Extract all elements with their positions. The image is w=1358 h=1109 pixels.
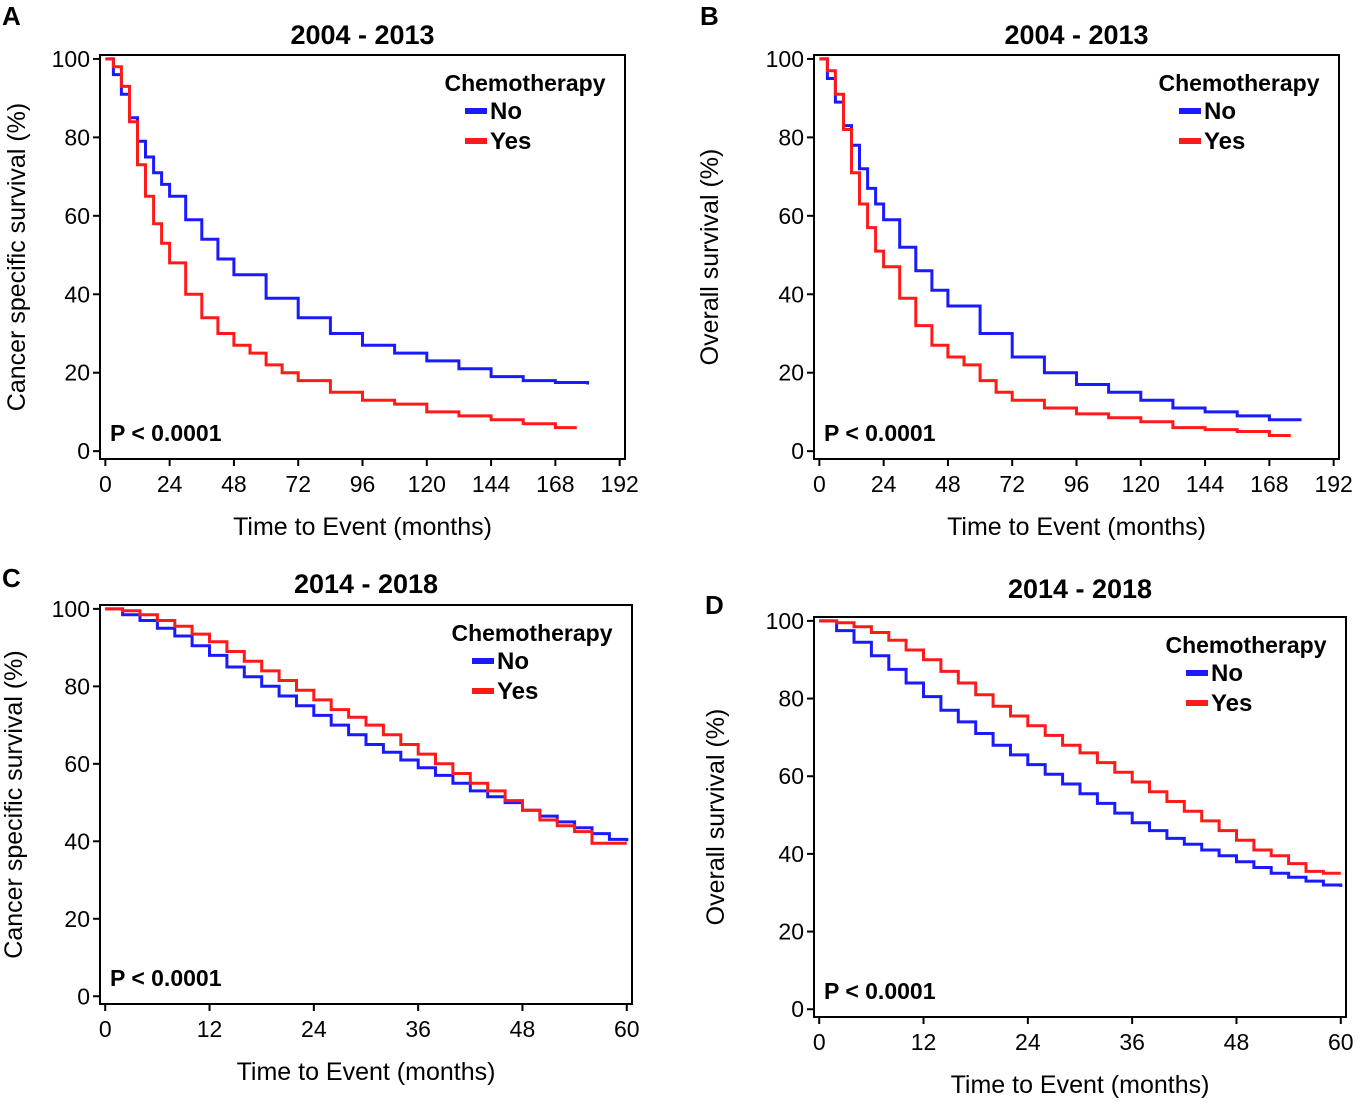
- panel-letter-d: D: [705, 590, 724, 620]
- legend-label-no: No: [490, 98, 522, 125]
- y-tick-label: 100: [52, 46, 90, 72]
- x-tick-label: 48: [221, 471, 247, 497]
- y-tick-label: 20: [64, 906, 90, 932]
- legend-title-d: Chemotherapy: [1165, 632, 1326, 658]
- legend-title-b: Chemotherapy: [1158, 70, 1319, 96]
- x-tick-label: 24: [157, 471, 183, 497]
- x-tick-label: 192: [600, 471, 638, 497]
- legend-label-yes: Yes: [497, 678, 538, 705]
- y-tick-label: 80: [778, 686, 804, 712]
- y-tick-label: 40: [778, 281, 804, 307]
- panel-b: B 2004 - 2013 0 24 48 72 96 120 144 168 192 0 20 40 60…: [696, 1, 1353, 541]
- x-tick-label: 24: [301, 1016, 327, 1042]
- x-axis-label-c: Time to Event (months): [237, 1058, 496, 1086]
- x-tick-label: 24: [871, 471, 897, 497]
- y-tick-label: 40: [64, 281, 90, 307]
- x-tick-label: 72: [285, 471, 311, 497]
- y-tick-label: 20: [778, 360, 804, 386]
- plot-frame-c: [99, 604, 633, 1005]
- x-axis-label-d: Time to Event (months): [951, 1071, 1210, 1099]
- series-line-yes-c: [105, 607, 627, 845]
- y-tick-label: 0: [77, 438, 90, 464]
- y-tick-label: 0: [791, 438, 804, 464]
- x-tick-label: 60: [1328, 1029, 1354, 1055]
- legend-label-yes: Yes: [1211, 690, 1252, 717]
- p-value-annotation-b: P < 0.0001: [824, 420, 936, 446]
- x-tick-label: 96: [1064, 471, 1090, 497]
- series-line-yes-b: [819, 57, 1291, 437]
- p-value-annotation-a: P < 0.0001: [110, 420, 222, 446]
- legend-label-yes: Yes: [1204, 128, 1245, 155]
- legend-label-yes: Yes: [490, 128, 531, 155]
- legend-label-no: No: [497, 648, 529, 675]
- x-tick-label: 60: [614, 1016, 640, 1042]
- x-tick-label: 168: [536, 471, 574, 497]
- x-tick-label: 120: [1122, 471, 1160, 497]
- x-tick-label: 72: [999, 471, 1025, 497]
- panel-d: D 2014 - 2018 0 12 24 36 48 60 0 20 40 60 80 100 Time …: [702, 574, 1354, 1099]
- y-tick-label: 20: [64, 360, 90, 386]
- x-tick-label: 48: [510, 1016, 536, 1042]
- y-tick-label: 80: [64, 673, 90, 699]
- x-tick-label: 24: [1015, 1029, 1041, 1055]
- series-line-no-d: [819, 619, 1343, 887]
- y-tick-label: 60: [64, 751, 90, 777]
- x-tick-label: 48: [1224, 1029, 1250, 1055]
- chart-title-b: 2004 - 2013: [1004, 20, 1148, 50]
- legend-title-c: Chemotherapy: [451, 620, 612, 646]
- chart-title-a: 2004 - 2013: [290, 20, 434, 50]
- panel-letter-c: C: [2, 563, 21, 593]
- chart-title-d: 2014 - 2018: [1008, 574, 1152, 604]
- x-tick-label: 144: [472, 471, 511, 497]
- y-axis-label-a: Cancer specific survival (%): [3, 103, 31, 411]
- y-tick-label: 60: [778, 203, 804, 229]
- x-tick-label: 0: [813, 471, 826, 497]
- legend-title-a: Chemotherapy: [444, 70, 605, 96]
- y-tick-label: 40: [778, 841, 804, 867]
- x-axis-label-b: Time to Event (months): [947, 513, 1206, 541]
- x-tick-label: 144: [1186, 471, 1225, 497]
- y-tick-label: 80: [778, 124, 804, 150]
- legend-label-no: No: [1211, 660, 1243, 687]
- y-axis-label-d: Overall survival (%): [702, 709, 730, 926]
- x-tick-label: 12: [197, 1016, 223, 1042]
- p-value-annotation-c: P < 0.0001: [110, 965, 222, 991]
- panel-a: A 2004 - 2013 0 24 48 72 96 120 144 168 192 0 20 40 60…: [2, 1, 639, 541]
- p-value-annotation-d: P < 0.0001: [824, 978, 936, 1004]
- x-tick-label: 0: [813, 1029, 826, 1055]
- panel-c: C 2014 - 2018 0 12 24 36 48 60 0 20 40 60 80 100 Time …: [0, 563, 640, 1086]
- y-tick-label: 60: [64, 203, 90, 229]
- y-axis-label-b: Overall survival (%): [696, 149, 724, 366]
- series-line-yes-d: [819, 619, 1341, 875]
- series-line-yes-a: [105, 57, 577, 430]
- panel-letter-b: B: [700, 1, 719, 31]
- y-tick-label: 100: [766, 608, 804, 634]
- x-tick-label: 36: [405, 1016, 431, 1042]
- x-tick-label: 168: [1250, 471, 1288, 497]
- y-tick-label: 0: [77, 983, 90, 1009]
- legend-label-no: No: [1204, 98, 1236, 125]
- y-tick-label: 20: [778, 919, 804, 945]
- y-tick-label: 40: [64, 828, 90, 854]
- plot-frame-b: [813, 54, 1340, 460]
- y-tick-label: 100: [52, 596, 90, 622]
- x-tick-label: 48: [935, 471, 961, 497]
- x-tick-label: 120: [408, 471, 446, 497]
- y-tick-label: 100: [766, 46, 804, 72]
- x-tick-label: 96: [350, 471, 376, 497]
- x-tick-label: 36: [1119, 1029, 1145, 1055]
- plot-frame-d: [813, 616, 1347, 1018]
- chart-title-c: 2014 - 2018: [294, 569, 438, 599]
- y-tick-label: 0: [791, 996, 804, 1022]
- y-tick-label: 80: [64, 124, 90, 150]
- x-axis-label-a: Time to Event (months): [233, 513, 492, 541]
- y-tick-label: 60: [778, 763, 804, 789]
- panel-letter-a: A: [2, 1, 21, 31]
- x-tick-label: 192: [1314, 471, 1352, 497]
- x-tick-label: 0: [99, 471, 112, 497]
- x-tick-label: 12: [911, 1029, 937, 1055]
- y-axis-label-c: Cancer specific survival (%): [0, 650, 28, 958]
- x-tick-label: 0: [99, 1016, 112, 1042]
